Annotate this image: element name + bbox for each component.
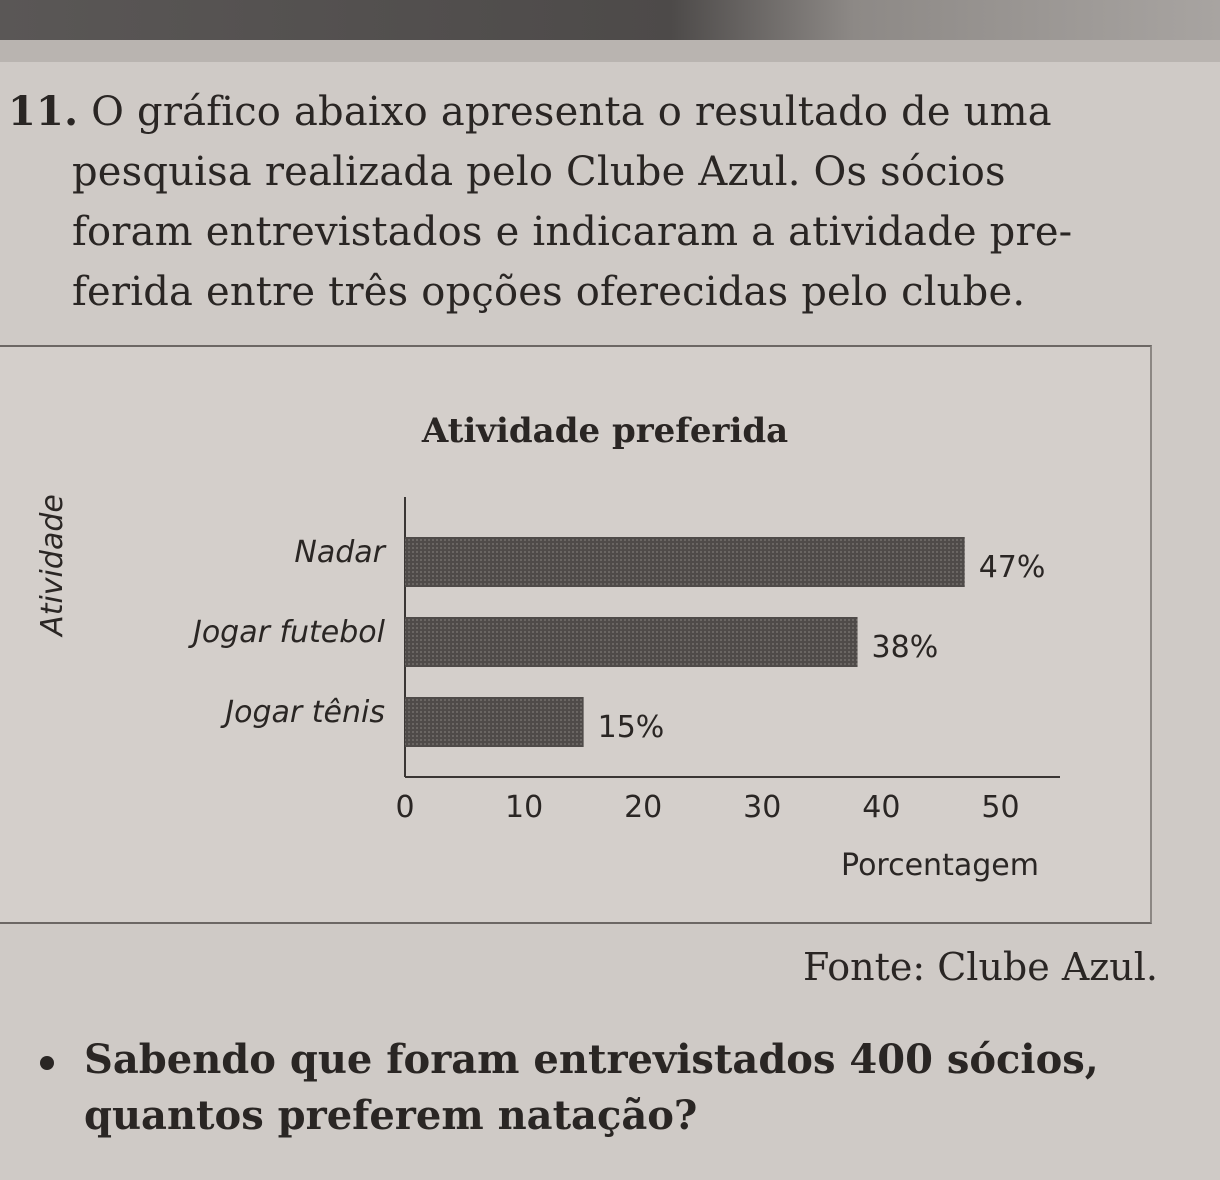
x-axis-label: Porcentagem (841, 848, 1039, 883)
chart-title: Atividade preferida (421, 411, 788, 451)
question-line-4: ferida entre três opções oferecidas pelo… (72, 269, 1026, 315)
bar-chart: Atividade preferida Atividade Porcentage… (35, 411, 1060, 883)
bar-1 (405, 617, 858, 667)
y-axis-label: Atividade (35, 494, 70, 638)
question-number: 11. (8, 88, 79, 135)
page-top-rule (0, 40, 1220, 62)
x-tick-label-5: 50 (981, 790, 1019, 825)
prompt-line-1: Sabendo que foram entrevistados 400 sóci… (40, 1030, 1200, 1090)
chart-frame: Atividade preferida Atividade Porcentage… (0, 345, 1152, 924)
x-tick-label-2: 20 (624, 790, 662, 825)
x-tick-label-1: 10 (505, 790, 543, 825)
question-line-2: pesquisa realizada pelo Clube Azul. Os s… (72, 149, 1006, 195)
data-label-0: 47% (979, 550, 1046, 585)
page-top-band (0, 0, 1220, 40)
question-block: 11. O gráfico abaixo apresenta o resulta… (8, 82, 1188, 322)
category-label-1: Jogar futebol (188, 615, 386, 650)
x-tick-label-0: 0 (395, 790, 414, 825)
x-tick-label-4: 40 (862, 790, 900, 825)
bar-0 (405, 537, 965, 587)
prompt-text-1: Sabendo que foram entrevistados 400 sóci… (84, 1036, 1099, 1083)
prompt-line-2: quantos preferem natação? (84, 1092, 698, 1139)
bar-2 (405, 697, 584, 747)
bullet-icon (40, 1056, 54, 1070)
question-text-1: O gráfico abaixo apresenta o resultado d… (91, 89, 1052, 135)
question-line-1: 11. O gráfico abaixo apresenta o resulta… (8, 82, 1188, 142)
category-label-0: Nadar (294, 535, 386, 570)
question-line-3: foram entrevistados e indicaram a ativid… (72, 209, 1073, 255)
category-label-2: Jogar tênis (220, 695, 385, 730)
chart-source: Fonte: Clube Azul. (802, 945, 1158, 989)
data-label-1: 38% (872, 630, 939, 665)
x-tick-label-3: 30 (743, 790, 781, 825)
data-label-2: 15% (598, 710, 665, 745)
